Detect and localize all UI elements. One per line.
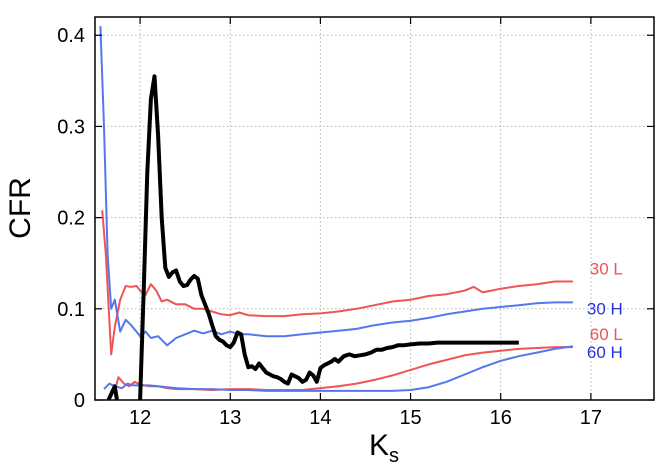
- plot-frame: [94, 16, 655, 401]
- y-tick-label: 0.1: [57, 299, 85, 321]
- x-tick-label: 15: [399, 407, 421, 429]
- axis-ticks: 12 13 14 15 16 17 0 0.1 0.2 0.3 0.4: [57, 17, 654, 429]
- x-axis-title-main: K: [369, 429, 389, 462]
- x-tick-label: 16: [490, 407, 512, 429]
- y-axis-title: CFR: [4, 177, 37, 239]
- series-label-30-h: 30 H: [587, 299, 623, 318]
- x-axis-title: Ks: [369, 429, 399, 465]
- series-line-unlabeled: [106, 74, 519, 400]
- series-line-60-h: [103, 345, 574, 392]
- series-line-60-l: [106, 346, 573, 400]
- series-lines: [99, 26, 574, 400]
- y-tick-label: 0.3: [57, 116, 85, 138]
- series-label-60-h: 60 H: [587, 343, 623, 362]
- y-tick-label: 0: [74, 390, 85, 412]
- x-tick-label: 17: [580, 407, 602, 429]
- y-tick-label: 0.4: [57, 25, 85, 47]
- grid-lines: [95, 17, 654, 401]
- series-line-30-h: [99, 26, 573, 347]
- x-tick-label: 13: [219, 407, 241, 429]
- series-label-60-l: 60 L: [590, 325, 623, 344]
- x-axis-title-subscript: s: [389, 445, 399, 465]
- series-labels: 30 L 30 H 60 L60 H: [587, 259, 623, 362]
- series-label-30-l: 30 L: [590, 259, 623, 278]
- x-tick-label: 14: [309, 407, 331, 429]
- series-line-30-l: [101, 210, 573, 356]
- x-tick-label: 12: [129, 407, 151, 429]
- y-tick-label: 0.2: [57, 208, 85, 230]
